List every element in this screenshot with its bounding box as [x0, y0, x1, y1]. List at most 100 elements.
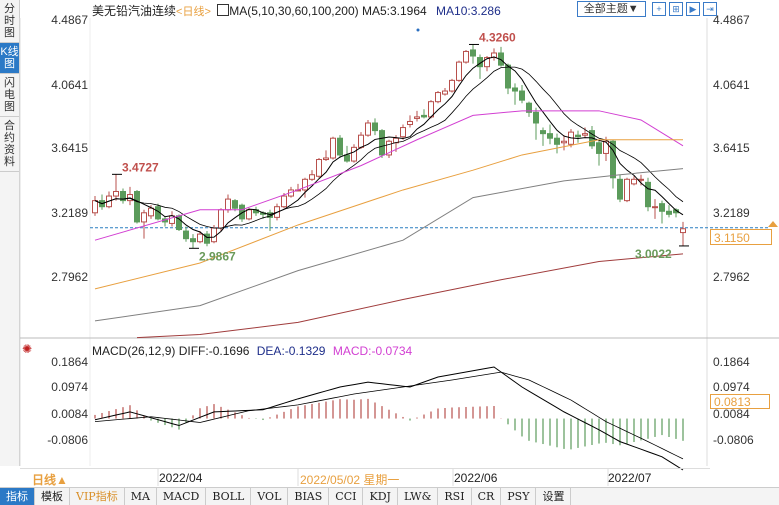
candle-body	[386, 140, 392, 156]
crosshair-icon[interactable]: +	[652, 1, 666, 16]
candle-body	[561, 140, 567, 144]
candle-body	[456, 61, 462, 81]
tab-lw[interactable]: LW&	[398, 488, 439, 505]
high-price-label: 4.3260	[479, 30, 516, 44]
tab-psy[interactable]: PSY	[501, 488, 537, 505]
ma100-line	[94, 168, 684, 322]
tab-indicator[interactable]: 指标	[0, 488, 35, 505]
price-axis-right-label: 3.6415	[713, 141, 750, 155]
macd-header: MACD(26,12,9) DIFF:-0.1696 DEA:-0.1329 M…	[92, 344, 412, 358]
candle-body	[666, 210, 672, 215]
ma60-line	[94, 139, 683, 290]
ma200-line	[136, 253, 684, 339]
period-toggle-button[interactable]: 日线▲	[32, 473, 68, 487]
candle-body	[610, 140, 616, 179]
tab-cci[interactable]: CCI	[329, 488, 364, 505]
chart-header: 美无铅汽油连续<日线> MA(5,10,30,60,100,200) MA5:3…	[92, 2, 501, 19]
macd-settings-icon[interactable]: ✺	[22, 342, 33, 356]
macd-dea-line	[94, 371, 684, 460]
candle-body	[134, 190, 140, 223]
export-icon[interactable]: ⇥	[703, 1, 717, 16]
high-price-label: 3.4727	[122, 160, 159, 174]
zoom-icon[interactable]: ⊞	[669, 1, 683, 16]
candle-body	[113, 190, 119, 197]
price-axis-left-label: 2.7962	[51, 270, 88, 284]
tab-template[interactable]: 模板	[35, 488, 70, 505]
tab-intraday[interactable]: 分时图	[0, 0, 19, 43]
macd-diff: DIFF:-0.1696	[178, 344, 250, 358]
tab-kline[interactable]: K线图	[0, 43, 19, 74]
candle-body	[554, 137, 560, 145]
candle-body	[540, 130, 546, 135]
macd-diff-line	[94, 366, 684, 471]
tab-settings[interactable]: 设置	[536, 488, 572, 505]
macd-axis-left-label: 0.1864	[51, 355, 88, 369]
ma10-value: MA10:3.286	[436, 4, 501, 18]
candle-body	[582, 133, 588, 136]
theme-button[interactable]: 全部主题▼	[576, 1, 646, 17]
candle-body	[344, 154, 350, 162]
price-axis-left-label: 4.0641	[51, 78, 88, 92]
tab-ma[interactable]: MA	[125, 488, 157, 505]
indicator-tabs: 指标 模板 VIP指标 MA MACD BOLL VOL BIAS CCI KDJ LW& RSI CR…	[0, 487, 779, 505]
candle-body	[197, 233, 203, 243]
date-label: 2022/04	[159, 471, 203, 485]
tab-vol[interactable]: VOL	[251, 488, 289, 505]
tab-rsi[interactable]: RSI	[438, 488, 472, 505]
candle-body	[358, 134, 364, 148]
candle-body	[442, 90, 448, 95]
candle-body	[463, 50, 469, 63]
date-label: 2022/06	[454, 471, 498, 485]
tab-cr[interactable]: CR	[472, 488, 502, 505]
tab-flash[interactable]: 闪电图	[0, 74, 19, 117]
candle-body	[603, 140, 609, 154]
candle-body	[533, 111, 539, 124]
candle-body	[372, 122, 378, 132]
candle-body	[309, 174, 315, 180]
price-axis-left-label: 4.4867	[51, 13, 88, 27]
tab-macd[interactable]: MACD	[157, 488, 207, 505]
candle-body	[337, 137, 343, 156]
tab-kdj[interactable]: KDJ	[363, 488, 398, 505]
header-buttons: 全部主题▼ + ⊞ ▶ ⇥	[576, 1, 717, 17]
candle-body	[624, 178, 630, 202]
macd-params: MACD(26,12,9)	[92, 344, 176, 358]
ma-settings-icon[interactable]	[217, 4, 230, 16]
candle-body	[435, 92, 441, 103]
date-label: 2022/07	[608, 471, 652, 485]
tab-contract-info[interactable]: 合约资料	[0, 117, 19, 172]
ma30-line	[94, 110, 684, 241]
price-marker-icon	[768, 221, 778, 227]
candle-body	[316, 159, 322, 177]
candle-body	[470, 49, 476, 57]
candle-body	[302, 178, 308, 191]
candle-body	[246, 209, 252, 220]
candle-body	[512, 87, 518, 92]
candle-body	[519, 90, 525, 101]
candle-body	[330, 137, 336, 159]
event-marker-icon	[416, 28, 420, 32]
cursor-date-label: 2022/05/02 星期一	[300, 473, 400, 487]
play-icon[interactable]: ▶	[686, 1, 700, 16]
price-axis-left-label: 3.6415	[51, 141, 88, 155]
tab-boll[interactable]: BOLL	[206, 488, 252, 505]
candle-body	[596, 142, 602, 154]
tab-bias[interactable]: BIAS	[288, 488, 330, 505]
candle-body	[575, 134, 581, 138]
candle-body	[449, 79, 455, 92]
current-price-tag: 3.1150	[710, 229, 772, 245]
candle-body	[526, 102, 532, 113]
candle-body	[218, 209, 224, 229]
candle-body	[547, 133, 553, 139]
ma10-line	[94, 66, 684, 229]
candle-body	[617, 178, 623, 200]
candle-body	[351, 146, 357, 162]
candle-body	[92, 200, 98, 214]
candle-body	[484, 57, 490, 68]
candle-body	[225, 198, 231, 211]
tab-vip-indicator[interactable]: VIP指标	[70, 488, 125, 505]
candle-body	[148, 207, 154, 217]
price-axis-right-label: 4.4867	[713, 13, 750, 27]
date-axis: 日线▲ 2022/04 2022/05/02 星期一 2022/06 2022/…	[20, 468, 710, 487]
